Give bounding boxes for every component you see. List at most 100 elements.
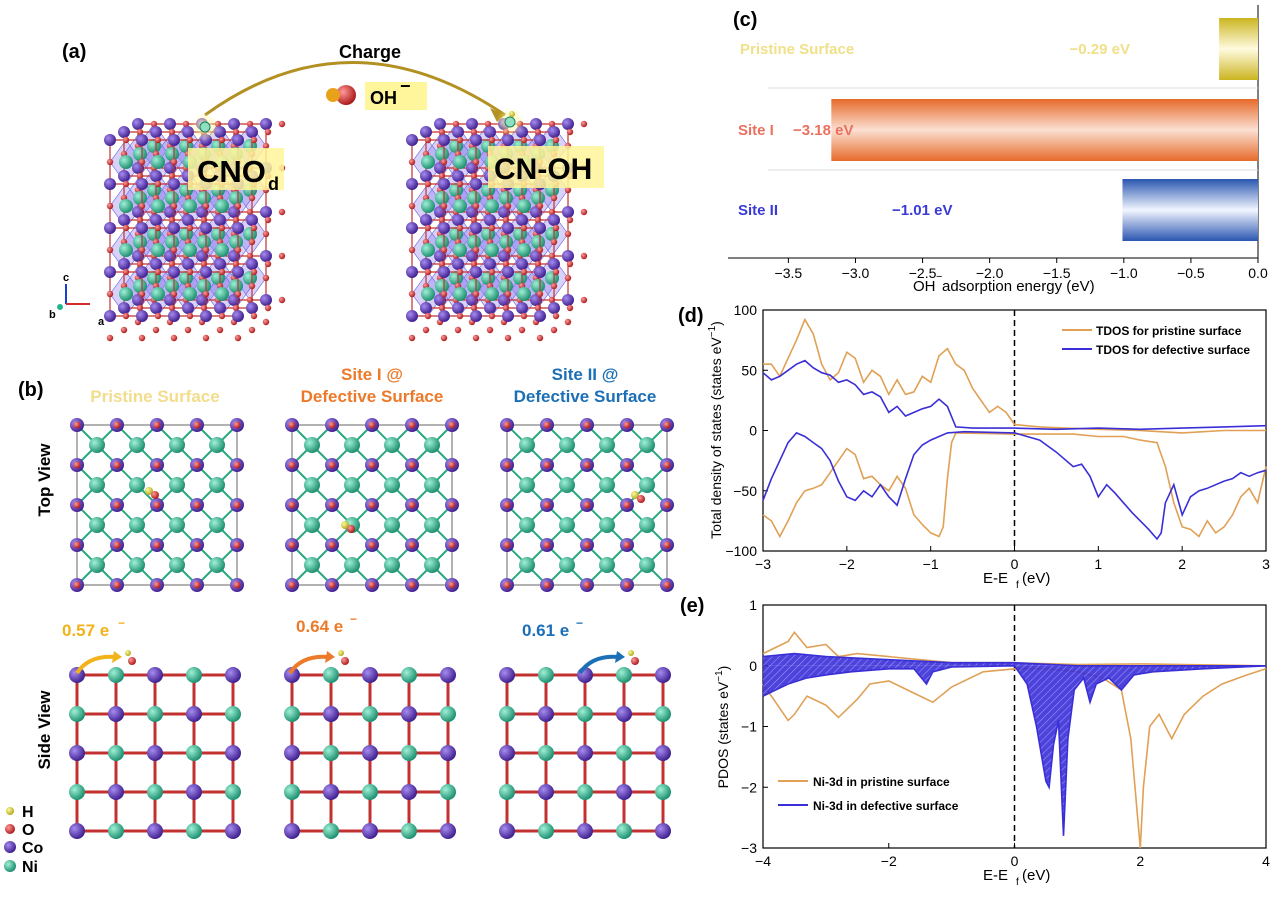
o-atom: [170, 246, 178, 254]
co-atom: [225, 667, 241, 683]
o-atom: [623, 541, 631, 549]
co-atom: [470, 266, 482, 278]
co-atom: [562, 294, 574, 306]
o-atom: [153, 581, 161, 589]
o-atom: [250, 312, 258, 320]
x-tick-label: −4: [755, 853, 771, 869]
legend-h-icon: [6, 807, 14, 815]
ni-atom: [467, 191, 481, 205]
ni-atom: [169, 477, 185, 493]
co-atom: [538, 706, 554, 722]
o-atom: [424, 180, 432, 188]
co-atom: [470, 222, 482, 234]
o-atom: [543, 501, 551, 509]
o-atom: [233, 541, 241, 549]
co-atom: [548, 214, 560, 226]
co-atom: [562, 206, 574, 218]
y-tick-label: 50: [741, 362, 757, 378]
o-atom: [278, 120, 286, 128]
ni-atom: [165, 191, 179, 205]
x-tick-label: −3.0: [842, 265, 870, 281]
o-atom: [328, 501, 336, 509]
ni-atom: [421, 243, 435, 257]
o-atom: [154, 136, 162, 144]
o-atom: [503, 581, 511, 589]
o-atom: [73, 581, 81, 589]
co-atom: [182, 214, 194, 226]
cnod-subscript: d: [268, 174, 279, 194]
ni-atom: [519, 437, 535, 453]
co-atom: [548, 258, 560, 270]
x-axis-label: OH: [913, 278, 936, 295]
co-atom: [420, 258, 432, 270]
o-atom: [264, 216, 272, 224]
co-atom: [69, 745, 85, 761]
x-tick-label: 0.0: [1248, 265, 1268, 281]
co-atom: [136, 266, 148, 278]
panel-c-tag: (c): [733, 9, 757, 31]
o-atom: [153, 541, 161, 549]
legend-h-label: H: [22, 804, 34, 821]
x-tick-label: 0: [1011, 853, 1019, 869]
ni-atom: [151, 155, 165, 169]
o-atom: [566, 304, 574, 312]
o-atom: [408, 501, 416, 509]
ni-atom: [229, 279, 243, 293]
y-axis-label: PDOS (states eV−1): [714, 666, 731, 789]
ni-atom: [186, 823, 202, 839]
ni-atom: [344, 557, 360, 573]
o-atom: [566, 260, 574, 268]
y-tick-label: −3: [741, 840, 757, 856]
ni-atom: [467, 235, 481, 249]
adsorption-site-atom: [199, 121, 211, 133]
o-atom: [106, 334, 114, 342]
charge-transfer-arrow: [75, 654, 116, 675]
o-atom: [424, 268, 432, 276]
o-atom: [106, 202, 114, 210]
o-atom: [288, 581, 296, 589]
legend-o-icon: [5, 824, 15, 834]
ni-atom: [362, 706, 378, 722]
charge-transfer-arrow: [578, 654, 619, 675]
o-atom: [154, 268, 162, 276]
legend-label-defective: TDOS for defective surface: [1096, 343, 1250, 357]
co-atom: [502, 134, 514, 146]
cnoh-label: CN-OH: [494, 153, 592, 186]
o-atom: [248, 282, 256, 290]
o-atom: [536, 290, 544, 298]
o-atom: [456, 180, 464, 188]
o-atom: [663, 541, 671, 549]
co-atom: [420, 126, 432, 138]
co-atom: [434, 118, 446, 130]
co-atom: [577, 823, 593, 839]
o-atom: [637, 495, 645, 503]
o-atom: [233, 421, 241, 429]
co-atom: [118, 302, 130, 314]
row-label-side: Side View: [35, 690, 54, 770]
y-tick-label: 100: [734, 302, 758, 318]
ni-atom: [197, 191, 211, 205]
ni-atom: [89, 557, 105, 573]
axis-a-label: a: [98, 316, 105, 328]
o-atom: [182, 120, 190, 128]
ni-atom: [344, 477, 360, 493]
o-atom: [550, 194, 558, 202]
ni-atom: [519, 557, 535, 573]
co-atom: [108, 706, 124, 722]
co-atom: [502, 266, 514, 278]
chart-c: (c) Pristine Surface −0.29 eV Site I −3.18 …: [728, 5, 1268, 295]
o-atom: [503, 501, 511, 509]
x-axis-label-rest: adsorption energy (eV): [942, 278, 1095, 295]
o-atom: [368, 501, 376, 509]
ni-atom: [538, 823, 554, 839]
ni-atom: [485, 243, 499, 257]
o-atom: [536, 202, 544, 210]
ni-atom: [133, 279, 147, 293]
co-atom: [516, 214, 528, 226]
co-atom: [616, 706, 632, 722]
y-tick-label: 0: [749, 423, 757, 439]
o-atom: [424, 312, 432, 320]
ni-atom: [323, 745, 339, 761]
ni-atom: [531, 191, 545, 205]
co-atom: [438, 222, 450, 234]
